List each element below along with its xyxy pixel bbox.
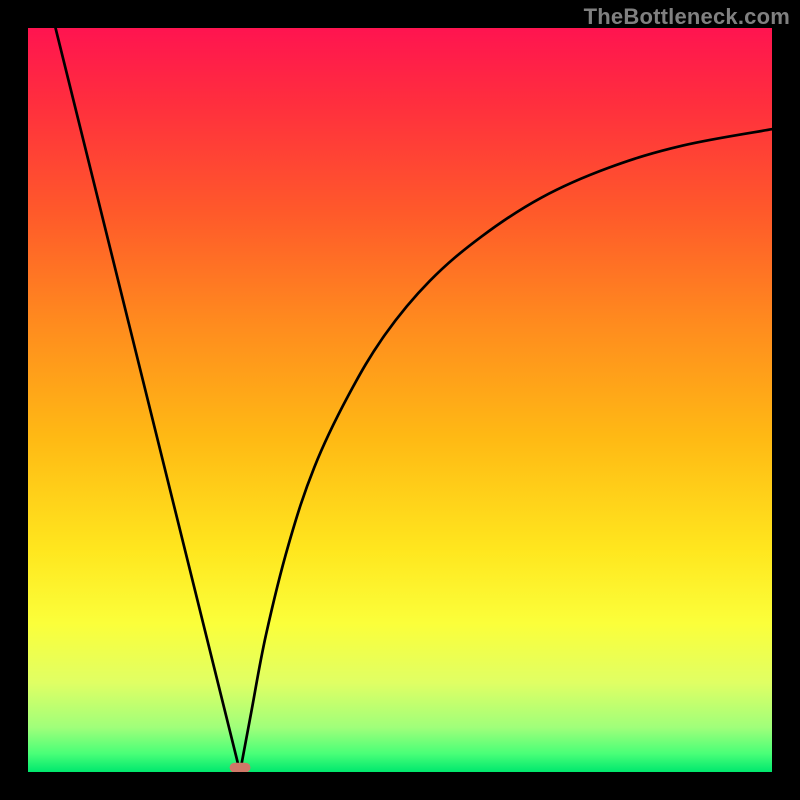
bottleneck-chart bbox=[28, 28, 772, 772]
figure-container: TheBottleneck.com bbox=[0, 0, 800, 800]
chart-background bbox=[28, 28, 772, 772]
optimal-point-marker bbox=[230, 763, 251, 772]
watermark-text: TheBottleneck.com bbox=[584, 4, 790, 30]
